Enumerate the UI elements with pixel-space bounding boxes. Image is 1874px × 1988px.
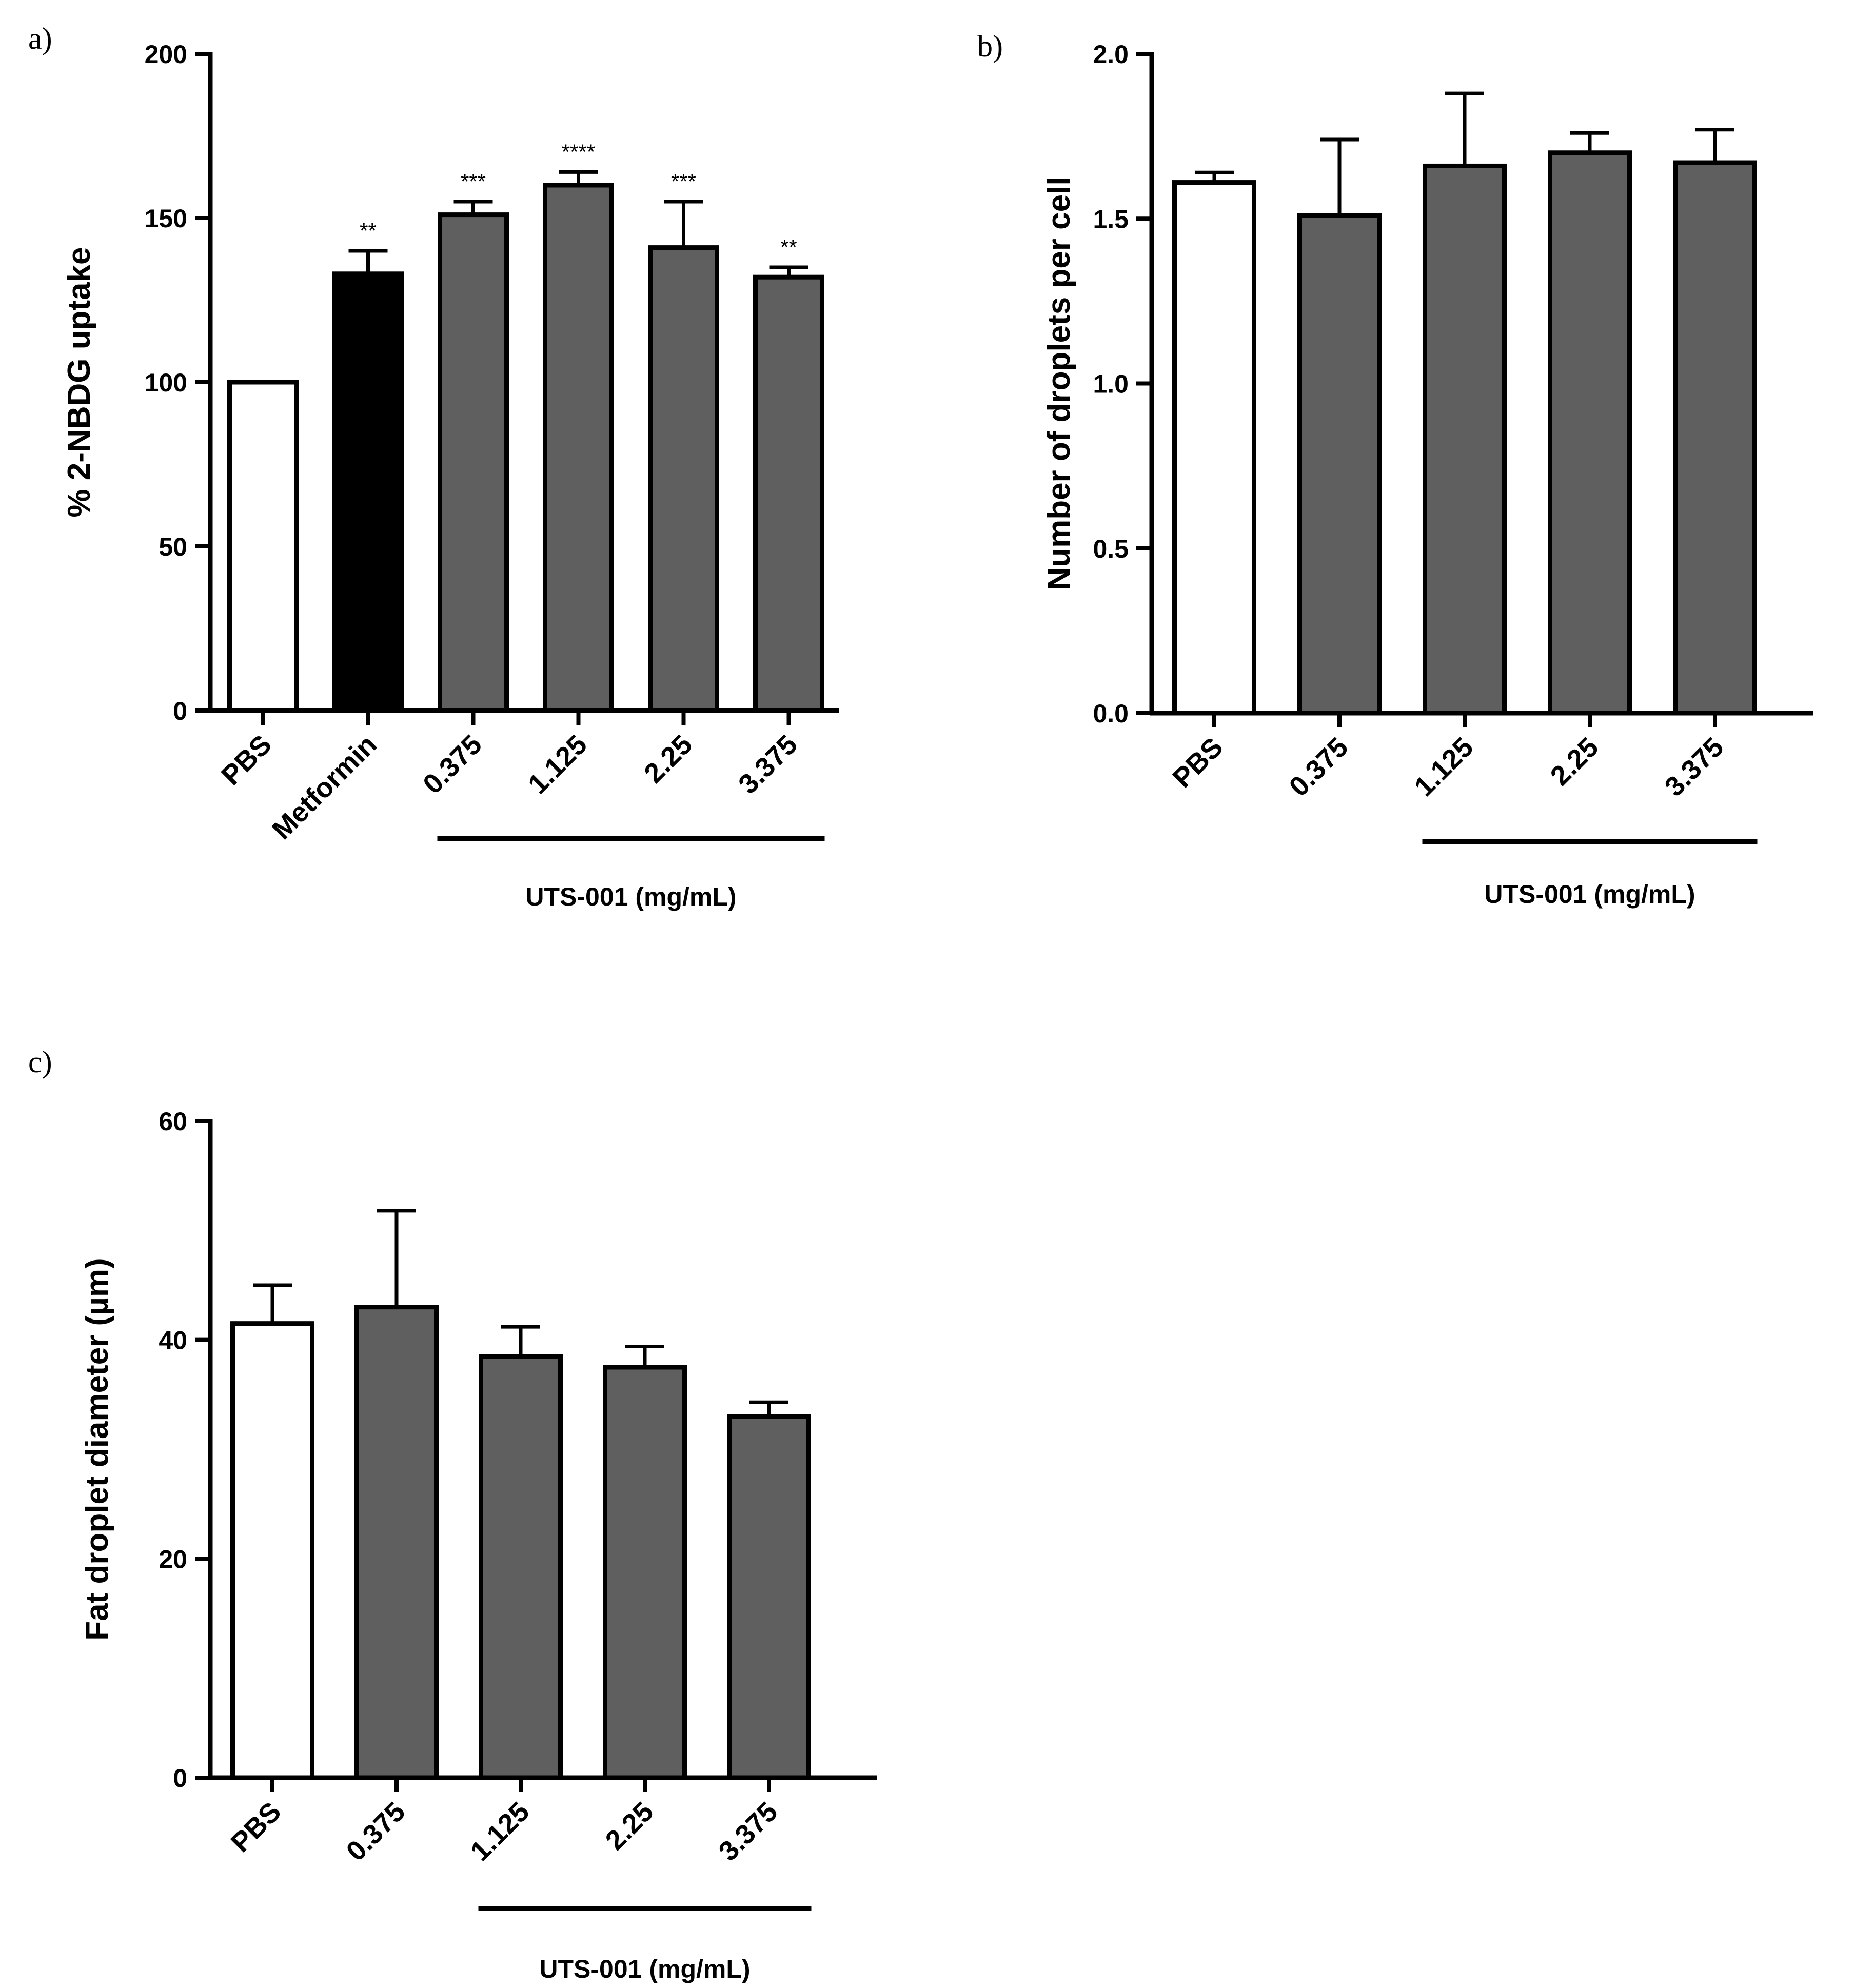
y-tick-label: 1.0 xyxy=(1093,370,1129,399)
bar xyxy=(1673,160,1757,716)
y-tick-label: 0 xyxy=(173,697,187,725)
bar xyxy=(603,1365,687,1780)
bar xyxy=(753,274,824,713)
group-label: UTS-001 (mg/mL) xyxy=(1484,880,1695,909)
bar xyxy=(227,380,299,713)
bar xyxy=(648,245,719,713)
bar xyxy=(438,212,509,713)
group-label: UTS-001 (mg/mL) xyxy=(539,1955,750,1983)
bar xyxy=(1548,150,1632,716)
significance-label: *** xyxy=(671,169,696,193)
significance-label: *** xyxy=(461,169,486,193)
chart-marks: PBS**Metformin***0.375****1.125***2.25**… xyxy=(62,40,839,911)
y-tick-label: 100 xyxy=(145,368,187,397)
chart-panel-a: a) PBS**Metformin***0.375****1.125***2.2… xyxy=(28,22,839,911)
y-tick-label: 150 xyxy=(145,204,187,233)
y-tick-label: 0.5 xyxy=(1093,535,1129,563)
y-tick-label: 1.5 xyxy=(1093,205,1129,233)
y-tick-label: 200 xyxy=(145,40,187,69)
bar xyxy=(332,271,404,713)
bar xyxy=(727,1414,811,1780)
bar xyxy=(1172,180,1256,716)
panel-label: b) xyxy=(977,29,1003,63)
group-label: UTS-001 (mg/mL) xyxy=(525,882,736,911)
y-tick-label: 0 xyxy=(173,1764,187,1793)
bar xyxy=(354,1305,439,1780)
bar xyxy=(1423,163,1507,716)
y-axis-label: % 2-NBDG uptake xyxy=(62,247,97,517)
significance-label: ** xyxy=(360,219,377,243)
bar xyxy=(543,183,614,713)
y-tick-label: 0.0 xyxy=(1093,699,1129,728)
bar xyxy=(1297,213,1382,716)
significance-label: ** xyxy=(780,235,797,259)
panel-label: c) xyxy=(28,1045,52,1079)
bar xyxy=(479,1354,563,1780)
panel-label: a) xyxy=(28,22,52,55)
y-tick-label: 60 xyxy=(159,1107,187,1136)
y-tick-label: 50 xyxy=(159,533,187,561)
y-tick-label: 20 xyxy=(159,1545,187,1573)
y-axis-label: Fat droplet diameter (µm) xyxy=(80,1258,115,1640)
bar xyxy=(230,1321,314,1780)
y-tick-label: 40 xyxy=(159,1326,187,1355)
y-axis-label: Number of droplets per cell xyxy=(1041,176,1077,590)
significance-label: **** xyxy=(562,140,595,164)
y-tick-label: 2.0 xyxy=(1093,40,1129,69)
